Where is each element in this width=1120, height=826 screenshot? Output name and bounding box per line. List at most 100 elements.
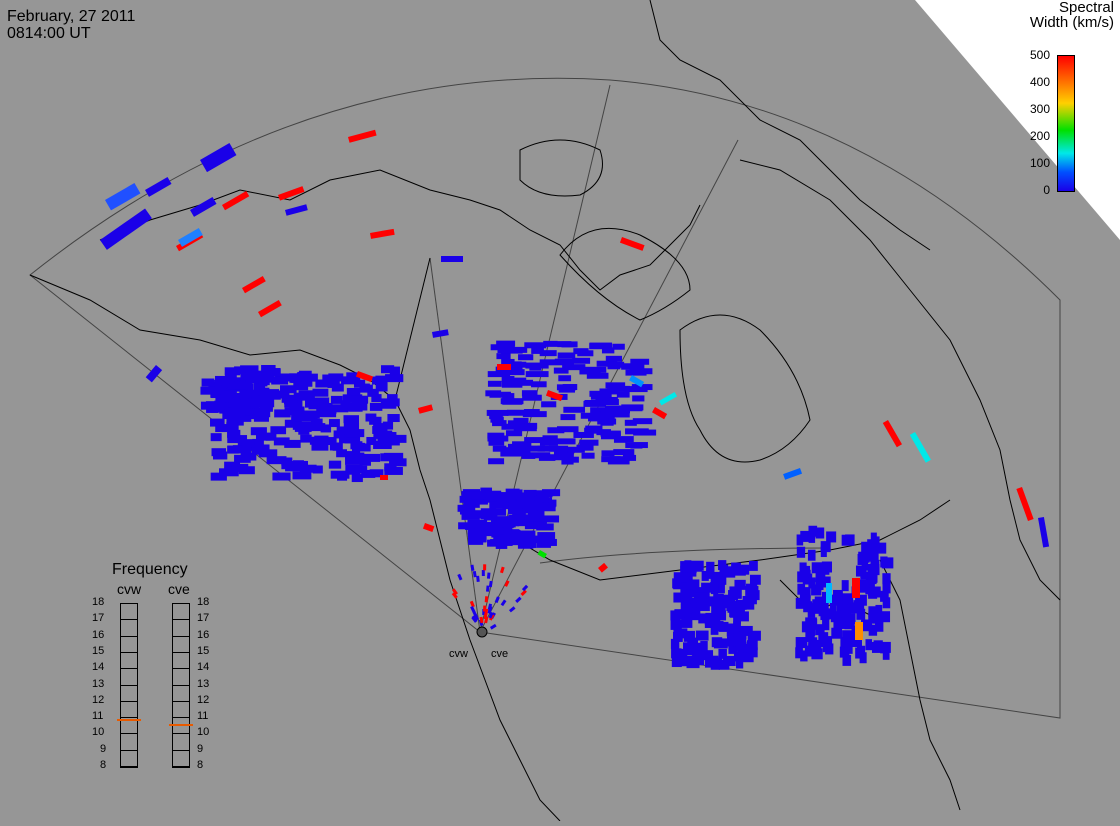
scatter-cell [513, 425, 537, 432]
scatter-cell [348, 129, 377, 143]
scatter-cell [324, 437, 337, 446]
scatter-cell [747, 633, 757, 644]
scatter-cell [498, 530, 512, 538]
scatter-cell [310, 418, 323, 427]
scatter-cell [210, 472, 227, 481]
scatter-cell [479, 616, 484, 624]
scatter-cell [497, 347, 521, 354]
scatter-cell [201, 378, 215, 387]
scatter-cell [880, 590, 889, 602]
scatter-cell [228, 399, 242, 408]
scatter-cell [242, 276, 266, 294]
scatter-cell [507, 361, 522, 368]
scatter-cell [695, 630, 709, 641]
scatter-cell [833, 617, 843, 629]
scatter-cell [502, 502, 518, 510]
scatter-cell [336, 449, 347, 458]
scatter-cell [524, 342, 547, 349]
scatter-cell [868, 624, 878, 636]
scatter-cell [800, 594, 811, 606]
scatter-cell [190, 197, 217, 217]
scatter-cell [733, 633, 746, 644]
frequency-scale-divider [172, 766, 189, 767]
scatter-cell [468, 537, 484, 545]
scatter-cell [613, 436, 628, 443]
scatter-cell [855, 565, 863, 577]
scatter-cell [600, 411, 614, 418]
scatter-cell [710, 584, 719, 595]
scatter-cell [746, 647, 758, 658]
scatter-cell [483, 564, 487, 571]
frequency-scale-divider [120, 635, 137, 637]
scatter-cell [367, 388, 379, 397]
scatter-cell [340, 400, 351, 409]
scatter-cell [537, 504, 556, 512]
scatter-cell [490, 416, 504, 423]
scatter-cell [284, 407, 303, 416]
scatter-cell [525, 362, 549, 369]
scatter-cell [715, 583, 725, 594]
scatter-cell [312, 388, 329, 397]
scatter-cell [858, 551, 870, 563]
scatter-cell [470, 564, 475, 572]
colorbar-title-line2: Width (km/s) [1029, 14, 1114, 31]
scatter-cell [605, 355, 622, 362]
scatter-cell [830, 611, 842, 623]
scatter-cell [844, 642, 853, 654]
radar-cells [100, 129, 1050, 670]
scatter-cell [383, 452, 404, 461]
scatter-cell [881, 557, 894, 569]
scatter-cell [625, 369, 647, 376]
scatter-cell [240, 372, 260, 381]
scatter-cell [523, 409, 540, 416]
scatter-cell [312, 465, 323, 474]
scatter-cell [536, 540, 551, 548]
scatter-cell [601, 450, 615, 457]
scatter-cell [227, 445, 241, 454]
scatter-cell [867, 563, 877, 575]
scatter-cell [222, 191, 250, 211]
scatter-cell [733, 651, 746, 662]
scatter-cell [735, 658, 744, 669]
scatter-cell [633, 429, 657, 436]
scatter-cell [505, 447, 520, 454]
scatter-cell [380, 430, 393, 439]
scatter-cell [542, 435, 558, 442]
scatter-cell [815, 624, 825, 636]
colorbar-tick-label: 200 [1029, 129, 1050, 143]
scatter-cell [740, 611, 749, 622]
scatter-cell [492, 445, 507, 452]
scatter-cell [607, 458, 630, 465]
scatter-cell [178, 228, 203, 247]
scatter-cell [508, 606, 516, 613]
scatter-cell [701, 582, 713, 593]
scatter-cell [301, 410, 320, 419]
scatter-cell [547, 427, 565, 434]
scatter-cell [213, 451, 228, 460]
scatter-cell [740, 625, 753, 636]
scatter-cell [541, 515, 560, 523]
scatter-cell [856, 608, 866, 620]
scatter-cell [500, 566, 505, 574]
labrador-coast [739, 159, 1061, 601]
scatter-cell [206, 404, 219, 413]
scatter-cell [328, 460, 342, 469]
scatter-cell [523, 496, 544, 504]
scatter-cell [692, 647, 704, 658]
scatter-cell [472, 492, 486, 500]
scatter-cell [380, 475, 388, 480]
scatter-cell [583, 400, 607, 407]
scatter-cell [541, 401, 557, 408]
scatter-cell [783, 467, 803, 480]
arctic-islands-outline [519, 139, 603, 197]
scatter-cell [347, 403, 361, 412]
scatter-cell [622, 363, 638, 370]
scatter-cell [336, 426, 355, 435]
scatter-cell [696, 601, 710, 612]
scatter-cell [345, 464, 363, 473]
scatter-cell [301, 373, 318, 382]
scatter-cell [487, 605, 493, 613]
scatter-cell [853, 600, 865, 612]
scatter-cell [693, 561, 703, 572]
